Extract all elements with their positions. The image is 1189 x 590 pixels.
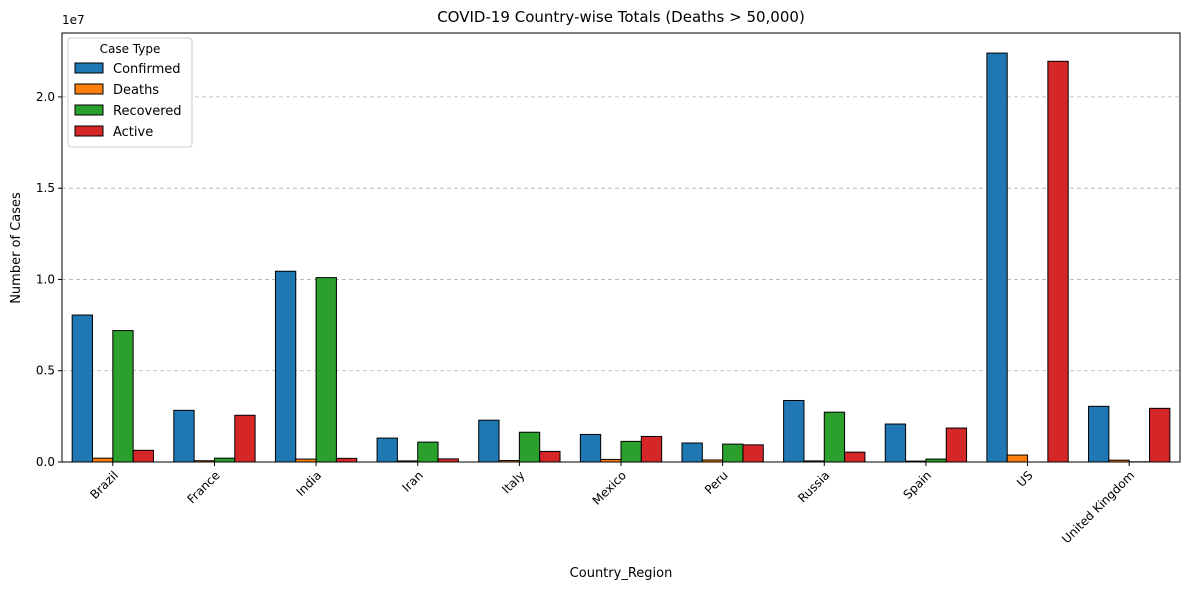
- bar-recovered-france: [213, 457, 236, 463]
- bar-recovered-russia: [823, 411, 846, 463]
- bar-active-india: [335, 457, 358, 463]
- bar-confirmed-mexico: [579, 433, 602, 463]
- legend-label-recovered: Recovered: [113, 104, 182, 119]
- bar-recovered-peru: [722, 443, 744, 463]
- x-tick-label: Iran: [399, 468, 425, 494]
- x-tick-label: Peru: [702, 468, 731, 497]
- x-tick-label: India: [293, 468, 324, 499]
- legend-label-active: Active: [113, 125, 153, 140]
- bar-active-mexico: [640, 435, 663, 463]
- bar-active-united-kingdom: [1149, 407, 1171, 463]
- x-axis-label: Country_Region: [570, 566, 673, 581]
- bar-confirmed-france: [173, 409, 195, 463]
- bar-active-russia: [844, 451, 866, 463]
- bar-confirmed-peru: [681, 442, 703, 463]
- legend-label-deaths: Deaths: [113, 83, 159, 98]
- x-tick-label: Brazil: [87, 468, 121, 502]
- y-axis-label: Number of Cases: [9, 192, 24, 304]
- y-axis-offset-label: 1e7: [62, 13, 85, 27]
- x-tick-label: Russia: [795, 468, 832, 505]
- bar-confirmed-brazil: [71, 314, 93, 463]
- bar-active-brazil: [132, 449, 154, 463]
- legend-title: Case Type: [100, 42, 161, 56]
- y-tick-label: 1.5: [36, 181, 55, 195]
- x-tick-label: Italy: [499, 468, 527, 496]
- plot-frame: [61, 32, 1181, 463]
- legend-label-confirmed: Confirmed: [113, 62, 181, 77]
- bar-recovered-mexico: [620, 440, 642, 463]
- y-gridlines: [62, 96, 1180, 372]
- bar-active-france: [234, 414, 256, 463]
- bar-confirmed-italy: [478, 419, 500, 463]
- x-tick-label: France: [184, 468, 222, 506]
- bar-active-us: [1047, 60, 1069, 463]
- bar-recovered-india: [315, 277, 337, 463]
- bar-deaths-us: [1006, 454, 1029, 463]
- bars-group: [71, 52, 1171, 463]
- y-tick-label: 1.0: [36, 272, 55, 286]
- y-tick-label: 2.0: [36, 90, 55, 104]
- x-tick-label: United Kingdom: [1059, 468, 1137, 546]
- y-axis-ticks: 0.0 0.5 1.0 1.5 2.0: [36, 90, 62, 469]
- bar-confirmed-us: [986, 52, 1008, 463]
- legend-swatch-deaths: [74, 83, 104, 95]
- bar-active-italy: [539, 450, 561, 463]
- bar-confirmed-united-kingdom: [1088, 405, 1110, 463]
- legend-swatch-confirmed: [74, 62, 104, 74]
- bar-active-peru: [742, 444, 764, 463]
- chart-title: COVID-19 Country-wise Totals (Deaths > 5…: [437, 8, 805, 26]
- x-tick-label: Mexico: [590, 468, 630, 508]
- bar-active-spain: [945, 427, 968, 463]
- x-tick-label: Spain: [900, 468, 934, 502]
- legend-swatch-active: [74, 125, 104, 137]
- legend: Case Type Confirmed Deaths Recovered Active: [67, 37, 193, 148]
- bar-recovered-brazil: [112, 330, 134, 463]
- bar-confirmed-india: [274, 270, 297, 463]
- x-axis-ticks: Brazil France India Iran Italy Mexico Peru Russ…: [87, 462, 1137, 546]
- x-tick-label: US: [1014, 468, 1036, 490]
- y-tick-label: 0.5: [36, 364, 55, 378]
- bar-confirmed-iran: [376, 437, 398, 463]
- bar-recovered-italy: [518, 431, 541, 463]
- bar-confirmed-russia: [783, 399, 805, 463]
- legend-swatch-recovered: [74, 104, 104, 116]
- bar-deaths-brazil: [91, 457, 114, 463]
- bar-recovered-iran: [417, 441, 439, 463]
- bar-confirmed-spain: [884, 423, 907, 463]
- y-tick-label: 0.0: [36, 455, 55, 469]
